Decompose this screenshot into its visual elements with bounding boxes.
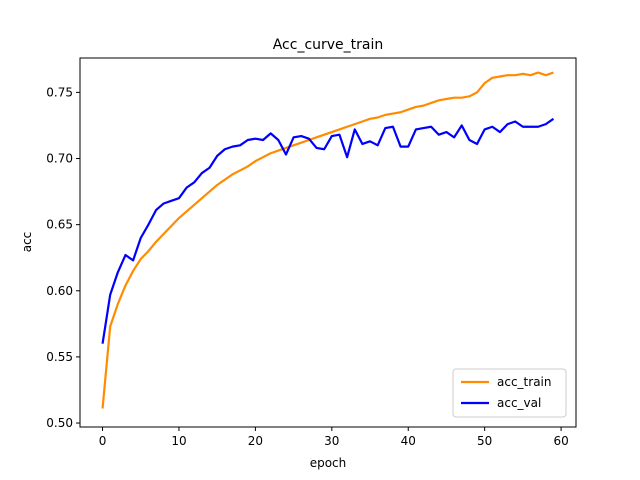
- y-tick-label: 0.55: [46, 350, 73, 364]
- y-tick-label: 0.70: [46, 152, 73, 166]
- x-tick-label: 40: [401, 434, 416, 448]
- series-line-acc-val: [101, 117, 555, 344]
- x-tick-label: 0: [99, 434, 107, 448]
- y-tick-label: 0.65: [46, 218, 73, 232]
- y-tick-label: 0.50: [46, 416, 73, 430]
- plot-area: 0 10 20 30 40 50 60 0.50 0.55 0.60 0.65 0.70 0.75 acc…: [46, 57, 577, 448]
- x-axis-label: epoch: [310, 456, 347, 470]
- y-tick-label: 0.75: [46, 85, 73, 99]
- plot-frame: [79, 57, 577, 428]
- legend: acc_train acc_val: [452, 368, 567, 418]
- y-axis-label: acc: [20, 232, 34, 253]
- y-tick-label: 0.60: [46, 284, 73, 298]
- x-tick-label: 30: [324, 434, 339, 448]
- legend-label-acc-val: acc_val: [497, 396, 541, 410]
- chart-title: Acc_curve_train: [273, 37, 384, 53]
- x-tick-label: 10: [171, 434, 186, 448]
- legend-label-acc-train: acc_train: [497, 375, 551, 389]
- x-tick-label: 20: [248, 434, 263, 448]
- x-tick-label: 60: [553, 434, 568, 448]
- series-line-acc-train: [101, 71, 554, 409]
- x-tick-label: 50: [477, 434, 492, 448]
